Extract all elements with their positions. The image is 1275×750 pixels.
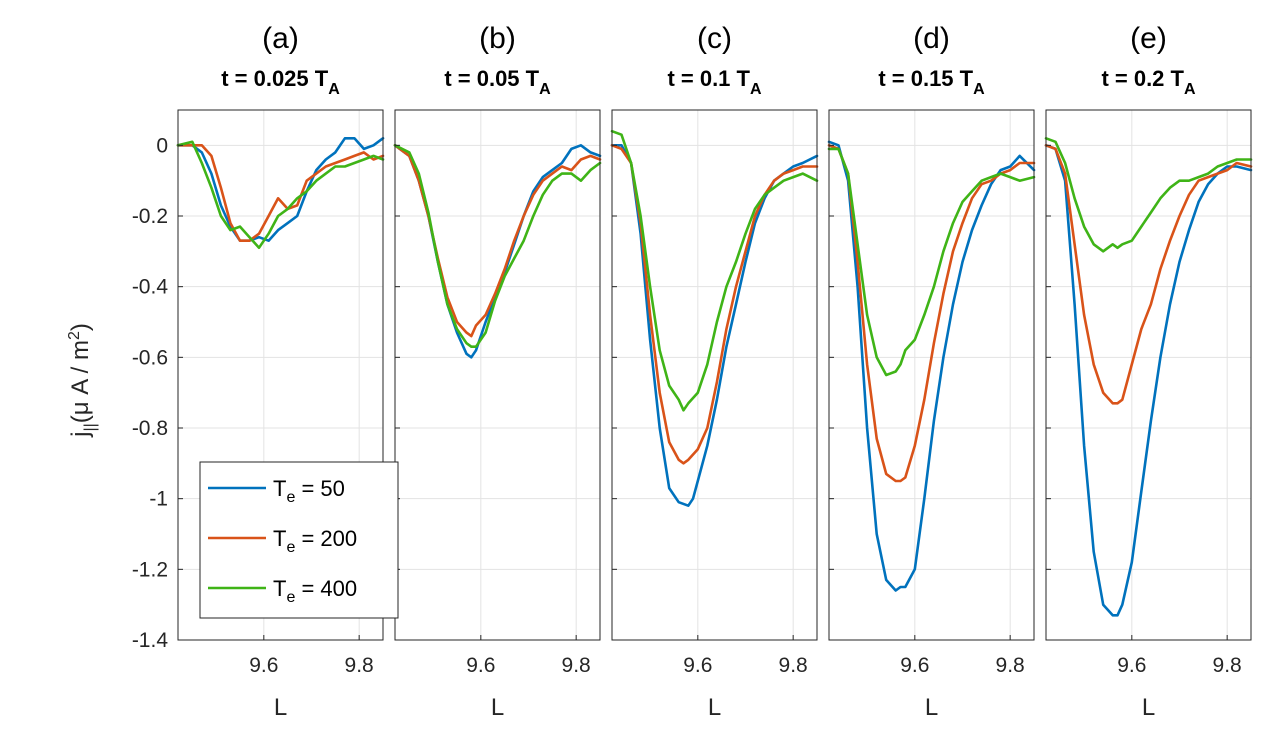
panel-letter: (e) — [1130, 22, 1167, 55]
grid — [1046, 110, 1251, 641]
y-tick-label: -1 — [149, 488, 168, 511]
panel-title: t = 0.1 TA — [667, 66, 762, 98]
panel-letter: (d) — [913, 22, 950, 55]
series-line — [610, 144, 819, 465]
panel-letter: (b) — [479, 22, 516, 55]
x-tick-label: 9.6 — [900, 654, 929, 677]
series-line — [827, 140, 1036, 592]
y-tick-label: -0.4 — [132, 276, 169, 299]
axes-frame — [611, 109, 818, 641]
grid — [395, 110, 600, 641]
y-tick-label: -0.8 — [132, 417, 168, 440]
panel-c: 9.6 9.8 L (c) t = 0.1 TA — [610, 22, 819, 721]
legend-entry: Te = 400 — [208, 576, 357, 606]
x-tick-label: 9.8 — [1213, 654, 1242, 677]
panel-title: t = 0.2 TA — [1101, 66, 1196, 98]
x-axis-label: L — [708, 694, 721, 721]
x-axis-label: L — [1142, 694, 1155, 721]
series-line — [1044, 144, 1253, 405]
x-axis-label: L — [925, 694, 938, 721]
series-line — [610, 144, 819, 507]
series-line — [176, 140, 385, 250]
series-line — [393, 144, 602, 359]
panel-title: t = 0.025 TA — [221, 66, 340, 98]
x-tick-label: 9.8 — [996, 654, 1025, 677]
x-tick-label: 9.8 — [345, 654, 374, 677]
panel-a: 9.6 9.8 0 -0.2 -0.4 -0.6 -0.8 -1 -1.2 -1.4 L (a) t =… — [132, 22, 385, 721]
x-axis-label: L — [274, 694, 287, 721]
series-line — [176, 144, 385, 242]
panel-title: t = 0.05 TA — [444, 66, 551, 98]
legend-label-te-200: Te = 200 — [273, 526, 357, 556]
series-line — [827, 144, 1036, 483]
y-tick-label: -0.2 — [132, 205, 168, 228]
y-tick-label: -1.4 — [132, 629, 169, 652]
axes-frame — [828, 109, 1035, 641]
x-tick-label: 9.8 — [562, 654, 591, 677]
panel-title: t = 0.15 TA — [878, 66, 985, 98]
x-tick-label: 9.6 — [683, 654, 712, 677]
axes-frame — [1045, 109, 1252, 641]
series-line — [176, 137, 385, 242]
y-tick-label: 0 — [156, 134, 168, 157]
panels: 9.6 9.8 0 -0.2 -0.4 -0.6 -0.8 -1 -1.2 -1.4 L (a) t =… — [132, 22, 1253, 721]
panel-letter: (a) — [262, 22, 299, 55]
x-axis-label: L — [491, 694, 504, 721]
x-tick-label: 9.6 — [466, 654, 495, 677]
legend-label-te-400: Te = 400 — [273, 576, 357, 606]
legend-entry: Te = 200 — [208, 526, 357, 556]
panel-e: 9.6 9.8 L (e) t = 0.2 TA — [1044, 22, 1253, 721]
x-tick-label: 9.6 — [249, 654, 278, 677]
series-line — [827, 147, 1036, 377]
series-line — [1044, 144, 1253, 617]
y-tick-label: -1.2 — [132, 558, 168, 581]
panel-b: 9.6 9.8 L (b) t = 0.05 TA — [393, 22, 602, 721]
y-axis-label: j||(μ A / m2) — [66, 323, 99, 438]
legend: Te = 50 Te = 200 Te = 400 — [199, 461, 399, 619]
series-line — [610, 129, 819, 412]
legend-label-te-50: Te = 50 — [273, 476, 345, 506]
x-tick-label: 9.8 — [779, 654, 808, 677]
axes-frame — [177, 109, 384, 641]
axes-frame — [394, 109, 601, 641]
y-tick-label: -0.6 — [132, 346, 168, 369]
panel-d: 9.6 9.8 L (d) t = 0.15 TA — [827, 22, 1036, 721]
grid — [612, 110, 817, 641]
x-tick-label: 9.6 — [1117, 654, 1146, 677]
grid — [829, 110, 1034, 641]
legend-entry: Te = 50 — [208, 476, 345, 506]
panel-letter: (c) — [697, 22, 732, 55]
series-line — [393, 144, 602, 348]
series-line — [1044, 137, 1253, 253]
